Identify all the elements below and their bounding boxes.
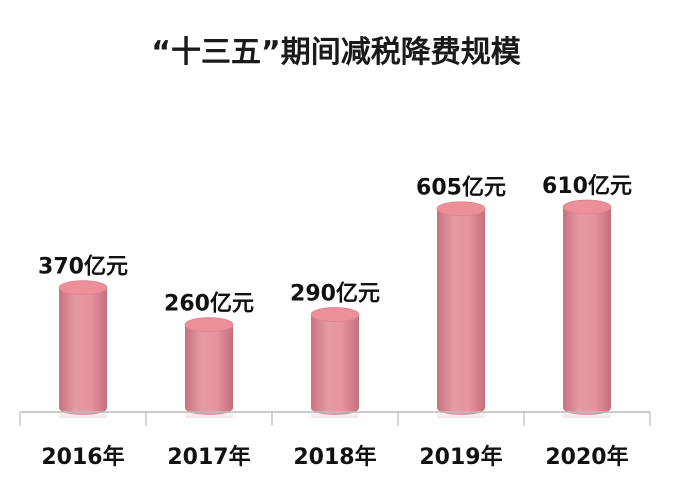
chart-title: “十三五”期间减税降费规模 — [151, 35, 520, 70]
value-label: 290亿元 — [290, 282, 380, 307]
x-axis-ticks — [19, 412, 651, 426]
bar-top — [184, 317, 234, 333]
value-label: 605亿元 — [416, 176, 506, 201]
value-label: 370亿元 — [38, 255, 128, 280]
category-label: 2019年 — [419, 444, 502, 470]
bar-body — [563, 207, 611, 415]
bar-body — [185, 324, 233, 415]
bar — [310, 307, 360, 418]
category-label: 2017年 — [167, 444, 250, 470]
bar — [184, 317, 234, 418]
bar — [562, 199, 612, 418]
category-label: 2020年 — [545, 444, 628, 470]
bar-top — [436, 201, 486, 217]
category-label: 2016年 — [41, 444, 124, 470]
bar-top — [310, 307, 360, 322]
bars-layer — [58, 199, 612, 418]
category-labels: 2016年 2017年 2018年 2019年 2020年 — [41, 444, 628, 470]
bar-body — [59, 287, 107, 415]
category-label: 2018年 — [293, 444, 376, 470]
value-labels: 370亿元 260亿元 290亿元 605亿元 610亿元 — [38, 174, 632, 317]
bar-top — [58, 280, 108, 296]
bar-body — [437, 208, 485, 415]
bar-top — [562, 199, 612, 215]
value-label: 610亿元 — [542, 174, 632, 199]
value-label: 260亿元 — [164, 292, 254, 317]
bar-body — [311, 314, 359, 415]
bar — [436, 201, 486, 418]
bar — [58, 280, 108, 418]
